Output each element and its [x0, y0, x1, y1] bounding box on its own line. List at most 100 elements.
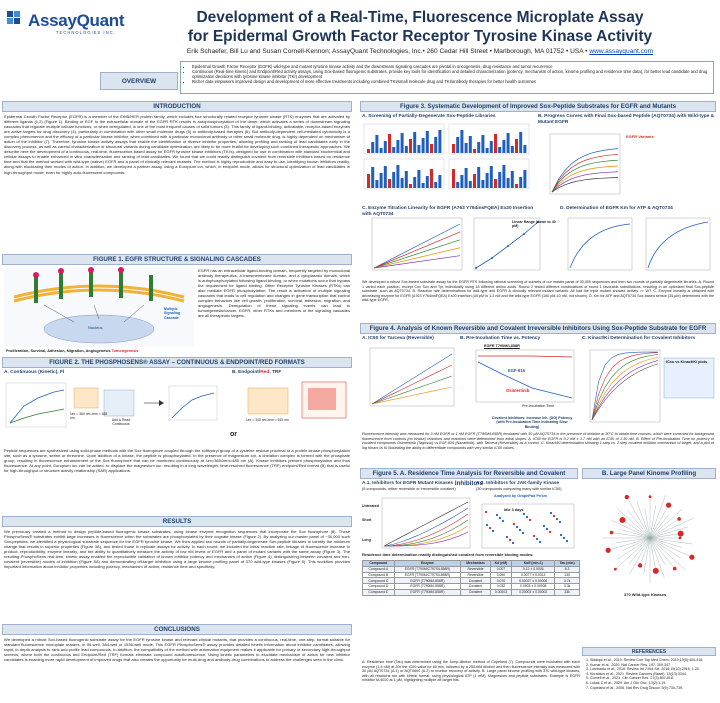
bar-mark	[417, 170, 421, 188]
residence-curve	[383, 507, 469, 547]
scatter-point	[558, 520, 562, 524]
bar-mark	[456, 137, 460, 153]
references-heading: REFERENCES	[582, 647, 716, 656]
table-cell: 0.007	[489, 565, 513, 573]
fig4-caption: Fluorescence intensity was measured for …	[362, 432, 714, 450]
bar-mark	[523, 170, 527, 188]
bar-mark	[473, 149, 476, 153]
tree-branch	[644, 508, 651, 539]
fig3-d-chart	[560, 214, 716, 278]
tree-hit	[637, 563, 643, 568]
fig3-d-label: D. Determination of EGFR Km for ATP & AQ…	[560, 206, 673, 211]
fig2-b-pre: B. Endpoint/	[232, 370, 261, 375]
kinact-curve	[591, 360, 659, 421]
tree-hit	[677, 530, 684, 537]
fig5-long: Long	[362, 538, 371, 542]
tree-branch	[649, 537, 665, 578]
scatter-point	[521, 531, 525, 535]
library-bar-panels	[363, 123, 530, 190]
progress-curve	[551, 148, 619, 193]
tree-branch	[643, 537, 651, 575]
titration-line	[373, 223, 461, 269]
bar-mark	[494, 134, 497, 153]
table-cell: EGFR (T790M/L858R)	[393, 577, 462, 585]
fig4-b-xlabel: Pre-Incubation Time	[522, 404, 555, 408]
jak-scatter-chart	[481, 503, 575, 549]
fig5-table-wrap: Compound Enzyme Mechanism Kd (nM) Koff (min-…	[362, 560, 580, 596]
tree-hit	[666, 502, 672, 508]
progress-curve	[551, 165, 619, 193]
progress-curve	[551, 154, 619, 193]
bar-mark	[468, 136, 472, 153]
fig5-heading: Figure 5. A. Residence Time Analysis for…	[360, 468, 578, 487]
bar-mark	[494, 179, 497, 188]
tree-branch	[615, 537, 651, 544]
website-link[interactable]: www.assayquant.com	[589, 48, 654, 55]
tree-hit	[677, 517, 681, 521]
table-cell: EGFR (T790M/C797S/L858R)	[393, 571, 462, 579]
scatter-point	[552, 514, 556, 518]
fig1-caption: Proliferation, Survival, Adhesion, Migra…	[6, 349, 196, 354]
fig5-mid: Idle 3 days	[504, 508, 524, 512]
fig5-b-heading: B. Large Panel Kinome Profiling	[582, 468, 716, 479]
table-cell: EGFR (T790M/L858R)	[393, 589, 462, 596]
kinact-curve	[591, 363, 659, 421]
fig4-b-note: Covalent Inhibitors: Increase Inh. (DO) …	[491, 416, 573, 429]
tree-branch	[649, 537, 693, 545]
fig4-c-tag: ICso vs Kinact/Ki plots	[666, 360, 708, 364]
reference-item: Siddiqui et al., 2019. Review Curr Top M…	[590, 658, 716, 663]
intro-heading: INTRODUCTION	[2, 101, 352, 112]
bar-mark	[460, 175, 464, 188]
scatter-point	[548, 530, 552, 534]
poster-title: Development of a Real-Time, Fluorescence…	[150, 8, 690, 46]
reference-item: Cornell et al., 2021. Clin Cancer Res. 2…	[590, 676, 716, 681]
trf-endpoint-diagram	[247, 381, 347, 419]
fig3-heading: Figure 3. Systematic Development of Impr…	[360, 101, 716, 112]
intro-text: Epidermal Growth Factor Receptor (EGFR) …	[4, 114, 350, 175]
bar-mark	[388, 179, 391, 188]
preincubation-chart	[475, 349, 575, 403]
fig4-b-subtitle: EGFR T790M/L858R	[484, 344, 520, 348]
tree-branch	[649, 518, 680, 539]
bar-mark	[371, 167, 375, 188]
reference-item: Lombardo et al., 2018. Review Int J Mol …	[590, 667, 716, 672]
conclusions-text: We developed a robust Sox-based fluoroge…	[4, 637, 350, 663]
bar-mark	[425, 131, 429, 153]
bar-mark	[519, 132, 523, 153]
fig2-a-diagram: λex = 360 nm λem = 485 nm Add & Read Con…	[4, 378, 224, 446]
bar-mark	[434, 137, 438, 153]
scatter-point	[505, 535, 509, 539]
bar-mark	[396, 140, 400, 153]
scatter-point	[512, 522, 516, 526]
tree-branch	[629, 537, 651, 575]
tree-hit	[619, 517, 626, 524]
tree-branch	[615, 537, 651, 570]
fig3-caption: We developed a robust Sox-based substrat…	[362, 280, 714, 303]
tree-branch	[649, 537, 683, 548]
tree-hit	[605, 547, 611, 553]
scatter-point	[485, 523, 489, 527]
table-cell: 130	[554, 571, 580, 579]
tree-branch	[617, 537, 651, 560]
bar-mark	[425, 176, 429, 188]
fig5-short: Short	[362, 518, 372, 522]
kinact-curve	[591, 356, 659, 421]
tree-branch	[628, 537, 651, 565]
logo: AssayQuant TECHNOLOGIES INC.	[6, 10, 126, 40]
fig5-untreated: Untreated	[362, 504, 379, 508]
scatter-point	[491, 529, 495, 533]
fig4-heading: Figure 4. Analysis of Known Reversible a…	[360, 323, 716, 334]
fig4-a-chart	[362, 344, 458, 416]
table-cell: 0.0003 ± 0.00008	[511, 583, 556, 590]
bar-mark	[421, 138, 425, 153]
overview-list: Epidermal Growth Factor Receptor (EGFR) …	[185, 64, 709, 84]
bar-mark	[400, 133, 404, 153]
table-cell: 0.032	[489, 583, 513, 590]
table-header-cell: Enzyme	[393, 560, 462, 567]
fig3-c-linear: Linear Range (down to 40 pM)	[512, 220, 556, 229]
tree-branch	[649, 537, 666, 565]
tree-branch	[649, 537, 675, 569]
table-cell: 0.12 ± 0.0006	[511, 565, 556, 573]
table-row: Compound D EGFR (T790M/L858R) Covalent 0.03…	[362, 583, 580, 590]
reference-item: Lukas C et al., 2020. Am J Clin Onc. 13(…	[590, 681, 716, 686]
